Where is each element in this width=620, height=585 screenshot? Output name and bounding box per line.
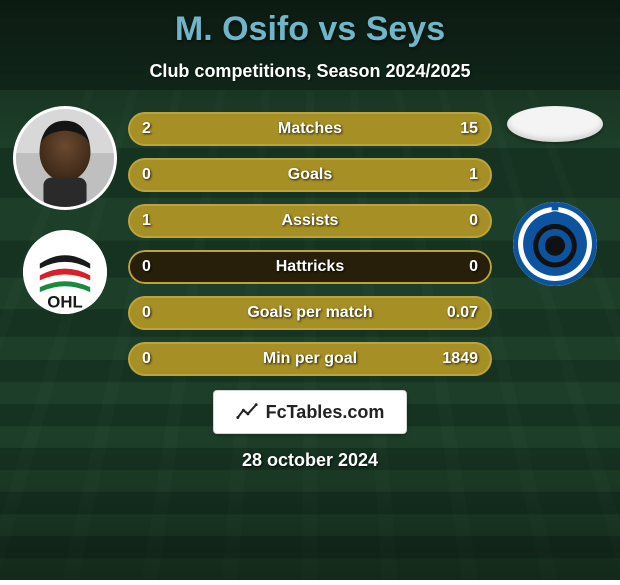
right-club-logo — [513, 202, 597, 286]
stat-right-value: 0.07 — [433, 296, 492, 330]
stat-bar: 0 Goals per match 0.07 — [128, 296, 492, 330]
stat-bars: 2 Matches 15 0 Goals 1 1 Assists 0 — [120, 112, 500, 376]
left-player-column: OHL — [10, 106, 120, 314]
left-player-avatar — [13, 106, 117, 210]
subtitle: Club competitions, Season 2024/2025 — [149, 61, 470, 82]
left-club-logo: OHL — [23, 230, 107, 314]
stat-right-value: 1 — [455, 158, 492, 192]
stat-right-value: 0 — [455, 250, 492, 284]
stat-bar: 0 Hattricks 0 — [128, 250, 492, 284]
stat-bar: 0 Goals 1 — [128, 158, 492, 192]
stat-right-value: 1849 — [428, 342, 492, 376]
chart-icon — [236, 401, 258, 423]
svg-text:OHL: OHL — [47, 292, 82, 311]
stat-right-value: 15 — [446, 112, 492, 146]
stat-left-value: 1 — [128, 204, 165, 238]
stat-left-value: 0 — [128, 250, 165, 284]
stat-bar: 0 Min per goal 1849 — [128, 342, 492, 376]
stat-right-value: 0 — [455, 204, 492, 238]
stat-left-value: 2 — [128, 112, 165, 146]
right-player-column — [500, 106, 610, 286]
stat-bar: 2 Matches 15 — [128, 112, 492, 146]
date-label: 28 october 2024 — [242, 450, 378, 471]
source-badge-label: FcTables.com — [266, 402, 385, 423]
stat-left-value: 0 — [128, 158, 165, 192]
stat-bar: 1 Assists 0 — [128, 204, 492, 238]
stat-left-value: 0 — [128, 296, 165, 330]
page-title: M. Osifo vs Seys — [175, 10, 445, 49]
right-player-avatar — [507, 106, 603, 142]
source-badge[interactable]: FcTables.com — [213, 390, 408, 434]
stat-left-value: 0 — [128, 342, 165, 376]
comparison-area: OHL 2 Matches 15 0 Goals 1 — [0, 106, 620, 376]
